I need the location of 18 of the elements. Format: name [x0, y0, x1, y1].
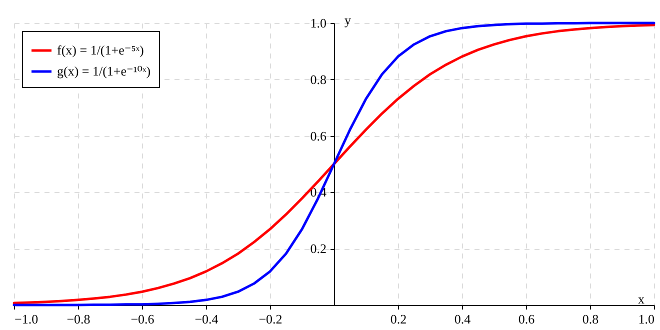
x-tick-label: 0.8 [582, 312, 599, 326]
y-tick-label: 0.6 [310, 128, 327, 144]
x-tick-label: 0.2 [390, 312, 407, 326]
x-tick-label: −0.6 [130, 312, 155, 326]
y-axis-title: y [344, 12, 352, 28]
y-tick-label: 1.0 [310, 16, 326, 30]
legend-label: g(x) = 1/(1+e⁻¹⁰ˣ) [57, 64, 151, 78]
x-axis-title: x [638, 292, 645, 306]
x-tick-label: −0.8 [66, 312, 90, 326]
x-tick-label: 0.4 [454, 312, 472, 326]
x-tick-label: 1.0 [638, 312, 654, 326]
x-tick-label: −0.2 [258, 312, 282, 326]
x-tick-label: −1.0 [14, 312, 38, 326]
y-tick-label: 0.2 [310, 241, 326, 256]
x-tick-label: −0.4 [194, 312, 219, 326]
legend-label: f(x) = 1/(1+e⁻⁵ˣ) [57, 42, 144, 58]
x-tick-label: 0.6 [518, 312, 536, 326]
y-tick-label: 0.8 [310, 72, 326, 87]
